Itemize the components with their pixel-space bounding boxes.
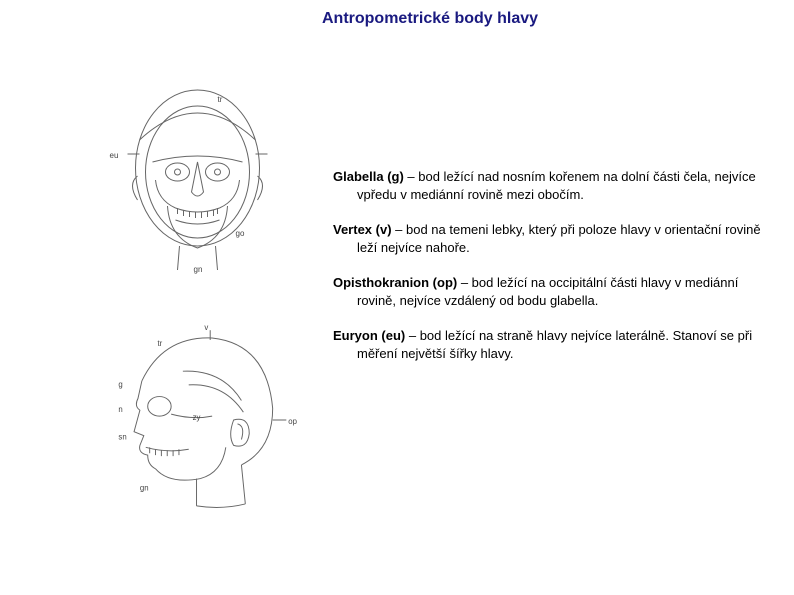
label-eu-left: eu [110, 151, 119, 160]
term-text: – bod ležící na straně hlavy nejvíce lat… [357, 328, 752, 361]
page-title: Antropometrické body hlavy [322, 10, 538, 28]
term: Glabella (g) [333, 169, 404, 184]
term-text: – bod ležící nad nosním kořenem na dolní… [357, 169, 756, 202]
label-gn-side: gn [140, 483, 149, 492]
label-zy: zy [193, 413, 201, 422]
label-g: g [118, 380, 122, 389]
label-go: go [236, 229, 245, 238]
term: Euryon (eu) [333, 328, 405, 343]
term-text: – bod na temeni lebky, který při poloze … [357, 222, 761, 255]
definition-vertex: Vertex (v) – bod na temeni lebky, který … [333, 221, 763, 256]
skull-front-svg: eu tr go gn [95, 80, 300, 280]
definitions-block: Glabella (g) – bod ležící nad nosním koř… [333, 168, 763, 380]
label-n: n [118, 405, 122, 414]
illustrations-column: eu tr go gn [95, 80, 300, 560]
label-v: v [204, 323, 208, 332]
slide: Antropometrické body hlavy [0, 0, 794, 595]
skull-front-figure: eu tr go gn [95, 80, 300, 280]
definition-glabella: Glabella (g) – bod ležící nad nosním koř… [333, 168, 763, 203]
label-tr-front: tr [218, 95, 223, 104]
label-sn: sn [118, 433, 126, 442]
label-op: op [288, 417, 297, 426]
skull-side-figure: v tr g n sn gn op zy [95, 320, 300, 520]
term: Opisthokranion (op) [333, 275, 457, 290]
label-gn-front: gn [194, 265, 203, 274]
definition-opisthokranion: Opisthokranion (op) – bod ležící na occi… [333, 274, 763, 309]
label-tr-side: tr [157, 339, 162, 348]
term: Vertex (v) [333, 222, 392, 237]
skull-side-svg: v tr g n sn gn op zy [95, 320, 300, 520]
definition-euryon: Euryon (eu) – bod ležící na straně hlavy… [333, 327, 763, 362]
